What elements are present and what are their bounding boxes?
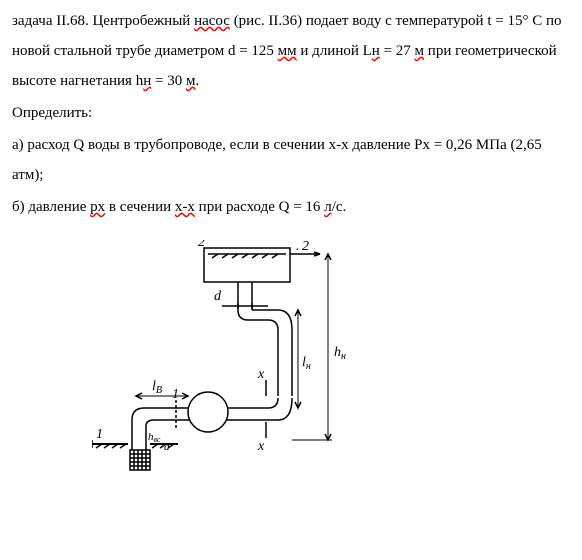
- tank-top: [204, 248, 290, 282]
- pump-icon: [188, 392, 228, 432]
- label-1-top: 1: [172, 387, 179, 402]
- text-wavy: px: [90, 199, 105, 215]
- diagram-container: 2 . 2 d: [12, 240, 570, 480]
- problem-part-a: а) расход Q воды в трубопроводе, если в …: [12, 130, 570, 190]
- text: = 30: [151, 73, 186, 89]
- text-wavy: м: [415, 43, 425, 59]
- text: .: [195, 73, 199, 89]
- label-x-top: x: [257, 367, 265, 382]
- label-1-left: 1: [96, 427, 103, 442]
- problem-statement-1: задача II.68. Центробежный насос (рис. I…: [12, 6, 570, 96]
- text: при расходе Q = 16: [195, 199, 324, 215]
- text: /с.: [332, 199, 347, 215]
- label-hH: hн: [334, 345, 346, 362]
- label-hvs: hвс: [148, 431, 161, 444]
- label-d: d: [214, 289, 222, 304]
- problem-determine: Определить:: [12, 98, 570, 128]
- problem-page: задача II.68. Центробежный насос (рис. I…: [0, 0, 582, 480]
- text: б) давление: [12, 199, 90, 215]
- strainer-icon: [130, 450, 150, 470]
- label-x-bot: x: [257, 439, 265, 454]
- text-wavy: мм: [278, 43, 297, 59]
- label-2-right: .: [296, 240, 300, 254]
- problem-part-b: б) давление px в сечении x-x при расходе…: [12, 192, 570, 222]
- text: задача II.68. Центробежный: [12, 13, 194, 29]
- label-lH: lн: [302, 355, 311, 372]
- text: = 27: [380, 43, 415, 59]
- label-2-right: 2: [302, 240, 309, 254]
- text: и длиной L: [297, 43, 372, 59]
- text-wavy: л: [324, 199, 332, 215]
- text-wavy: x-x: [175, 199, 195, 215]
- pump-diagram: 2 . 2 d: [92, 240, 392, 480]
- text: в сечении: [105, 199, 175, 215]
- text-wavy: н: [372, 43, 380, 59]
- label-lB: lB: [152, 379, 162, 396]
- text-wavy: насос: [194, 13, 230, 29]
- label-2-left: 2: [198, 240, 205, 250]
